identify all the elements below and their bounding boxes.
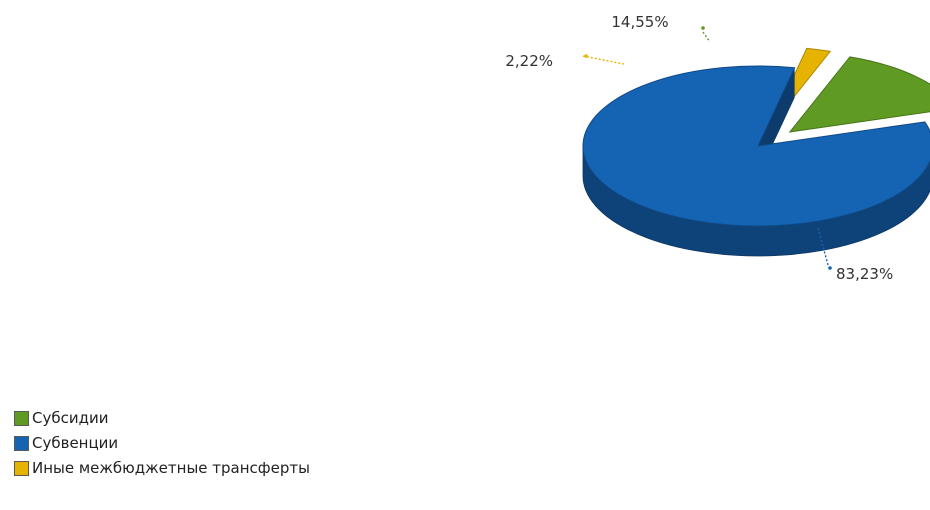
data-label-subsidies: 14,55%	[611, 13, 668, 31]
legend-label-subsidies: Субсидии	[32, 409, 109, 427]
data-labels: 14,55% 83,23% 2,22%	[505, 13, 893, 283]
legend-item-subventions: Субвенции	[14, 433, 310, 453]
legend-swatch-subsidies	[14, 410, 29, 426]
leader-line-subsidies	[702, 31, 711, 43]
pie-slice-top-subsidies	[788, 56, 930, 133]
leader-dot-subventions	[828, 266, 832, 270]
pie-slice-subventions	[582, 65, 930, 257]
legend: Субсидии Субвенции Иные межбюджетные тра…	[14, 408, 310, 483]
leader-dot-other-transfers	[584, 54, 588, 58]
legend-swatch-subventions	[14, 435, 29, 451]
legend-item-subsidies: Субсидии	[14, 408, 310, 428]
legend-label-subventions: Субвенции	[32, 434, 119, 452]
data-label-other-transfers: 2,22%	[505, 52, 553, 70]
legend-item-other-transfers: Иные межбюджетные трансферты	[14, 458, 310, 478]
pie-plot-area	[582, 47, 930, 257]
pie-slice-subsidies	[788, 56, 930, 133]
legend-label-other-transfers: Иные межбюджетные трансферты	[32, 459, 310, 477]
leader-line-other-transfers	[582, 55, 625, 65]
legend-swatch-other-transfers	[14, 460, 29, 476]
data-label-subventions: 83,23%	[836, 265, 893, 283]
leader-dot-subsidies	[701, 26, 705, 30]
pie-slice-top-subventions	[582, 65, 930, 227]
